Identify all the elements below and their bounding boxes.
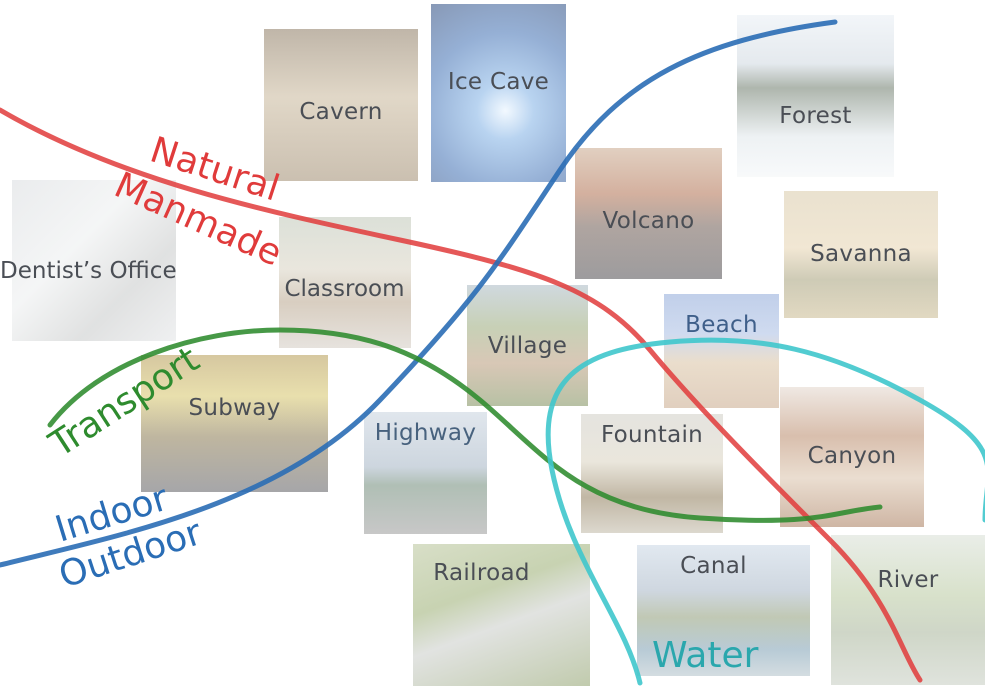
scene-label-forest: Forest <box>779 103 852 129</box>
scene-label-village: Village <box>487 333 568 359</box>
label-transport: Transport <box>42 339 207 466</box>
scene-label-subway: Subway <box>188 395 281 421</box>
indoor-outdoor-curve <box>0 19 838 568</box>
scene-label-highway: Highway <box>374 420 477 446</box>
scene-canal: Canal <box>637 545 810 676</box>
scene-label-volcano: Volcano <box>602 208 695 234</box>
scene-label-classroom: Classroom <box>284 276 405 302</box>
scene-fountain: Fountain <box>581 414 723 533</box>
scene-highway: Highway <box>364 412 487 534</box>
scene-label-river: River <box>877 567 939 593</box>
scene-label-canal: Canal <box>680 553 747 579</box>
scene-beach: Beach <box>664 294 779 408</box>
scene-forest: Forest <box>737 15 894 177</box>
scene-label-dentists-office: Dentist’s Office <box>0 258 177 284</box>
scene-label-cavern: Cavern <box>299 99 383 125</box>
scene-savanna: Savanna <box>784 191 938 318</box>
label-water: Water <box>652 635 759 676</box>
transport-curve <box>47 327 883 523</box>
scene-label-beach: Beach <box>685 312 758 338</box>
scene-dentists-office <box>12 180 176 341</box>
scene-ice-cave: Ice Cave <box>431 4 566 182</box>
scene-volcano: Volcano <box>575 148 722 279</box>
water-curve <box>545 337 985 686</box>
scene-village: Village <box>467 285 588 406</box>
scene-subway: Subway <box>141 355 328 492</box>
scene-cavern: Cavern <box>264 29 418 181</box>
scene-label-railroad: Railroad <box>433 560 530 586</box>
natural-manmade-curve <box>0 107 923 683</box>
scene-railroad: Railroad <box>413 544 590 686</box>
scene-label-fountain: Fountain <box>600 422 704 448</box>
scene-label-savanna: Savanna <box>810 241 912 267</box>
scene-label-canyon: Canyon <box>807 443 897 469</box>
scene-label-ice-cave: Ice Cave <box>447 69 550 95</box>
scene-canyon: Canyon <box>780 387 924 527</box>
